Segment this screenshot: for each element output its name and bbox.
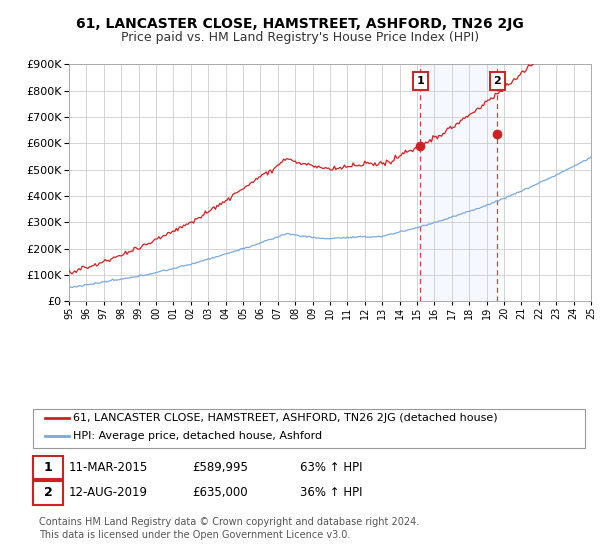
Text: Price paid vs. HM Land Registry's House Price Index (HPI): Price paid vs. HM Land Registry's House … [121,31,479,44]
Text: 11-MAR-2015: 11-MAR-2015 [69,461,148,474]
Text: This data is licensed under the Open Government Licence v3.0.: This data is licensed under the Open Gov… [39,530,350,540]
Text: 61, LANCASTER CLOSE, HAMSTREET, ASHFORD, TN26 2JG (detached house): 61, LANCASTER CLOSE, HAMSTREET, ASHFORD,… [73,413,498,423]
Text: 63% ↑ HPI: 63% ↑ HPI [300,461,362,474]
Text: £589,995: £589,995 [192,461,248,474]
Text: 61, LANCASTER CLOSE, HAMSTREET, ASHFORD, TN26 2JG: 61, LANCASTER CLOSE, HAMSTREET, ASHFORD,… [76,17,524,31]
Text: HPI: Average price, detached house, Ashford: HPI: Average price, detached house, Ashf… [73,431,322,441]
Text: 1: 1 [44,461,52,474]
Text: 36% ↑ HPI: 36% ↑ HPI [300,486,362,500]
Text: £635,000: £635,000 [192,486,248,500]
Text: 2: 2 [494,76,501,86]
Text: 2: 2 [44,486,52,500]
Text: 12-AUG-2019: 12-AUG-2019 [69,486,148,500]
Text: 1: 1 [416,76,424,86]
Text: Contains HM Land Registry data © Crown copyright and database right 2024.: Contains HM Land Registry data © Crown c… [39,517,419,527]
Bar [421,64,497,301]
